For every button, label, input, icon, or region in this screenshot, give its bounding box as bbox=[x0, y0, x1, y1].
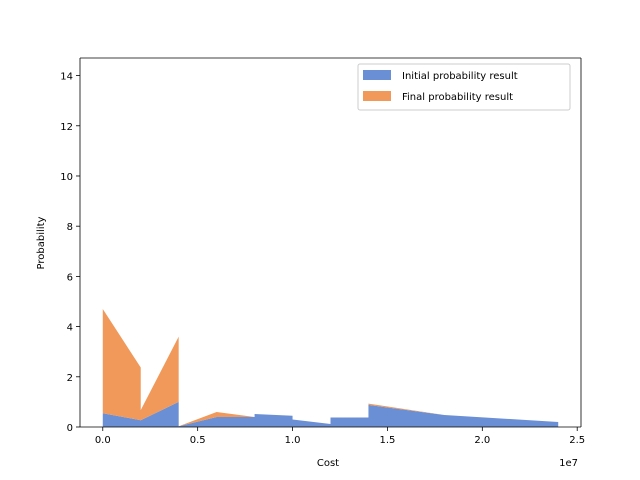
y-axis-label: Probability bbox=[36, 216, 47, 269]
x-tick-label: 0.5 bbox=[190, 435, 206, 446]
y-tick-label: 10 bbox=[60, 172, 73, 183]
y-tick-label: 4 bbox=[67, 323, 73, 334]
x-axis-offset-label: 1e7 bbox=[559, 458, 578, 469]
x-tick-label: 1.5 bbox=[379, 435, 395, 446]
legend-label-initial: Initial probability result bbox=[402, 71, 518, 82]
area-initial-probability bbox=[102, 401, 559, 427]
y-tick-label: 14 bbox=[60, 72, 73, 83]
x-axis-label: Cost bbox=[317, 458, 339, 469]
x-tick-label: 2.5 bbox=[569, 435, 585, 446]
y-tick-label: 6 bbox=[67, 272, 73, 283]
x-tick-label: 1.0 bbox=[285, 435, 301, 446]
legend-frame bbox=[357, 63, 571, 111]
y-tick-label: 12 bbox=[60, 122, 73, 133]
legend: Initial probability result Final probabi… bbox=[357, 63, 571, 111]
axes bbox=[79, 57, 582, 428]
y-tick-label: 8 bbox=[67, 222, 73, 233]
ticks: 0.0 0.5 1.0 1.5 2.0 2.5 0 2 4 6 8 10 12 14 bbox=[60, 72, 585, 446]
legend-swatch-final bbox=[363, 91, 391, 101]
y-tick-label: 2 bbox=[67, 373, 73, 384]
x-tick-label: 0.0 bbox=[95, 435, 111, 446]
y-tick-label: 0 bbox=[67, 423, 73, 434]
x-tick-label: 2.0 bbox=[474, 435, 490, 446]
legend-label-final: Final probability result bbox=[402, 92, 513, 103]
legend-swatch-initial bbox=[363, 70, 391, 80]
area-final-probability bbox=[102, 309, 559, 427]
area-series-group bbox=[102, 309, 559, 427]
